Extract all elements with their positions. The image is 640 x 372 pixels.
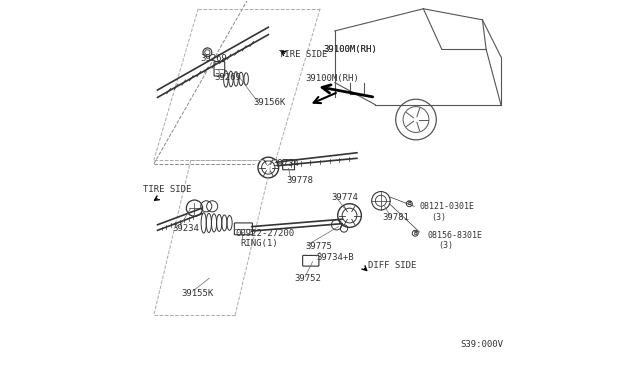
Text: RING(1): RING(1) [241, 239, 278, 248]
Text: DIFF SIDE: DIFF SIDE [368, 261, 417, 270]
Text: 39781: 39781 [383, 213, 410, 222]
Text: 39156K: 39156K [253, 99, 286, 108]
Text: 39269: 39269 [200, 54, 227, 63]
Text: B: B [408, 201, 412, 206]
Text: 39775: 39775 [305, 243, 332, 251]
Text: 39155K: 39155K [182, 289, 214, 298]
Text: 08121-0301E: 08121-0301E [420, 202, 475, 211]
Text: 39778: 39778 [287, 176, 314, 185]
Text: 39774: 39774 [331, 193, 358, 202]
Text: 39734+B: 39734+B [316, 253, 354, 263]
Text: TIRE SIDE: TIRE SIDE [280, 51, 328, 60]
Circle shape [412, 230, 418, 236]
Text: 39100M(RH): 39100M(RH) [305, 74, 359, 83]
Text: 39269: 39269 [215, 73, 242, 81]
Text: 39234: 39234 [172, 224, 199, 233]
Text: B: B [413, 231, 417, 236]
Text: 39752: 39752 [294, 274, 321, 283]
Text: 39734: 39734 [272, 159, 299, 169]
Text: (3): (3) [438, 241, 453, 250]
Text: TIRE SIDE: TIRE SIDE [143, 185, 191, 194]
Text: 08156-8301E: 08156-8301E [427, 231, 482, 240]
Circle shape [406, 201, 412, 207]
Text: 00922-27200: 00922-27200 [235, 230, 294, 238]
Text: 39100M(RH): 39100M(RH) [324, 45, 378, 54]
Text: S39:000V: S39:000V [460, 340, 503, 349]
Text: (3): (3) [431, 213, 446, 222]
Text: 39100M(RH): 39100M(RH) [324, 45, 378, 54]
